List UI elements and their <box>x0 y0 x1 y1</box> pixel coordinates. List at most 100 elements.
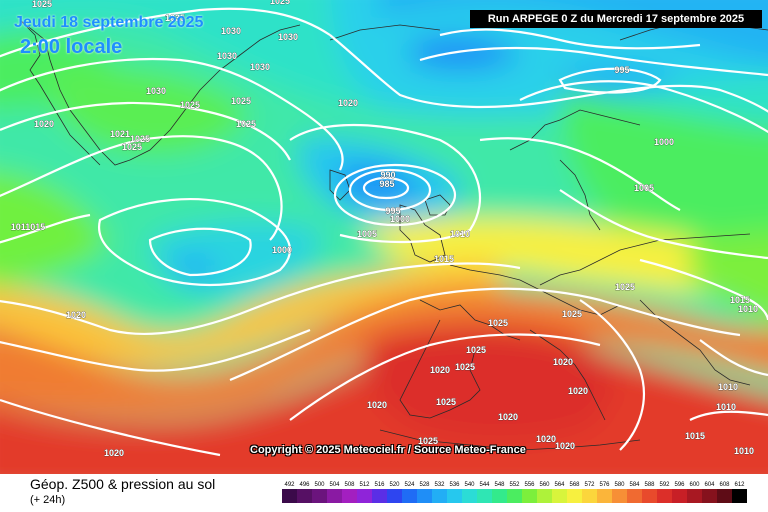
scale-tick-label: 608 <box>719 482 730 488</box>
forecast-local-time: 2:00 locale <box>20 36 123 58</box>
isobar-label: 1025 <box>122 142 142 152</box>
scale-tick-label: 496 <box>299 482 310 488</box>
scale-tick-label: 584 <box>629 482 640 488</box>
scale-tick-label: 600 <box>689 482 700 488</box>
scale-tick-label: 512 <box>359 482 370 488</box>
isobar-label: 1025 <box>562 309 582 319</box>
isobar-label: 1030 <box>146 86 166 96</box>
isobars <box>0 7 768 457</box>
scale-swatch <box>357 489 372 503</box>
scale-swatch <box>492 489 507 503</box>
isobar-label: 1020 <box>367 400 387 410</box>
scale-tick-label: 500 <box>314 482 325 488</box>
isobar-label: 995 <box>385 206 400 216</box>
forecast-lead-time: (+ 24h) <box>30 494 66 506</box>
scale-swatch <box>687 489 702 503</box>
scale-swatch <box>522 489 537 503</box>
isobar-label: 1005 <box>634 183 654 193</box>
scale-tick-label: 604 <box>704 482 715 488</box>
scale-swatch <box>702 489 717 503</box>
isobar-label: 1020 <box>34 119 54 129</box>
scale-tick-label: 560 <box>539 482 550 488</box>
scale-tick-label: 612 <box>734 482 745 488</box>
scale-tick-label: 492 <box>284 482 295 488</box>
isobar-label: 1025 <box>488 318 508 328</box>
isobar-label: 1015 <box>730 295 750 305</box>
isobar-label: 1020 <box>568 386 588 396</box>
scale-swatch <box>372 489 387 503</box>
map-title: Géop. Z500 & pression au sol <box>30 476 216 492</box>
isobar-label: 1025 <box>436 397 456 407</box>
isobar-label: 1030 <box>217 51 237 61</box>
isobar-label: 1030 <box>250 62 270 72</box>
isobar-label: 1025 <box>455 362 475 372</box>
isobar-label: 1025 <box>270 0 290 6</box>
scale-swatch <box>327 489 342 503</box>
scale-tick-label: 580 <box>614 482 625 488</box>
scale-tick-label: 556 <box>524 482 535 488</box>
scale-swatch <box>537 489 552 503</box>
isobar-label: 1015 <box>434 254 454 264</box>
isobar-label: 1030 <box>221 26 241 36</box>
coastlines <box>19 19 768 451</box>
isobar-label: 990 <box>380 170 395 180</box>
scale-swatch <box>312 489 327 503</box>
scale-swatch <box>477 489 492 503</box>
isobar-label: 1030 <box>278 32 298 42</box>
scale-swatch <box>627 489 642 503</box>
scale-swatch <box>567 489 582 503</box>
isobar-label: 1020 <box>338 98 358 108</box>
isobar-label: 1020 <box>553 357 573 367</box>
scale-tick-label: 588 <box>644 482 655 488</box>
scale-tick-label: 528 <box>419 482 430 488</box>
isobar-label: 1025 <box>180 100 200 110</box>
isobar-label: 985 <box>379 179 394 189</box>
scale-swatch <box>717 489 732 503</box>
scale-swatch <box>672 489 687 503</box>
scale-swatch <box>432 489 447 503</box>
scale-tick-label: 508 <box>344 482 355 488</box>
isobar-label: 1010 <box>716 402 736 412</box>
isobar-label: 1000 <box>654 137 674 147</box>
isobar-label: 1020 <box>555 441 575 451</box>
isobar-label: 1021 <box>110 129 130 139</box>
scale-tick-label: 532 <box>434 482 445 488</box>
scale-tick-label: 568 <box>569 482 580 488</box>
scale-swatch <box>507 489 522 503</box>
isobar-label: 995 <box>614 65 629 75</box>
scale-tick-label: 592 <box>659 482 670 488</box>
scale-swatch <box>612 489 627 503</box>
scale-swatch <box>657 489 672 503</box>
isobar-label: 1010 <box>734 446 754 456</box>
isobar-label: 1025 <box>236 119 256 129</box>
isobar-label: 1020 <box>536 434 556 444</box>
scale-swatch <box>402 489 417 503</box>
isobar-label: 1025 <box>130 134 150 144</box>
scale-swatch <box>387 489 402 503</box>
forecast-date: Jeudi 18 septembre 2025 <box>14 14 204 31</box>
scale-swatch <box>552 489 567 503</box>
scale-swatch <box>732 489 747 503</box>
isobar-label: 1020 <box>66 310 86 320</box>
isobar-label: 1025 <box>32 0 52 9</box>
isobar-label: 1020 <box>104 448 124 458</box>
isobar-label: 1005 <box>357 229 377 239</box>
isobar-label: 1010 <box>450 229 470 239</box>
scale-tick-label: 552 <box>509 482 520 488</box>
scale-tick-label: 564 <box>554 482 565 488</box>
isobar-label: 1011015 <box>11 222 46 232</box>
isobar-label: 1000 <box>390 214 410 224</box>
scale-swatch <box>462 489 477 503</box>
isobar-label: 1015 <box>685 431 705 441</box>
scale-tick-label: 572 <box>584 482 595 488</box>
scale-tick-label: 576 <box>599 482 610 488</box>
isobar-label: 1010 <box>738 304 758 314</box>
copyright-notice: Copyright © 2025 Meteociel.fr / Source M… <box>250 444 526 456</box>
scale-tick-label: 516 <box>374 482 385 488</box>
isobar-label: 1010 <box>718 382 738 392</box>
isobar-label: 1020 <box>430 365 450 375</box>
scale-tick-label: 524 <box>404 482 415 488</box>
